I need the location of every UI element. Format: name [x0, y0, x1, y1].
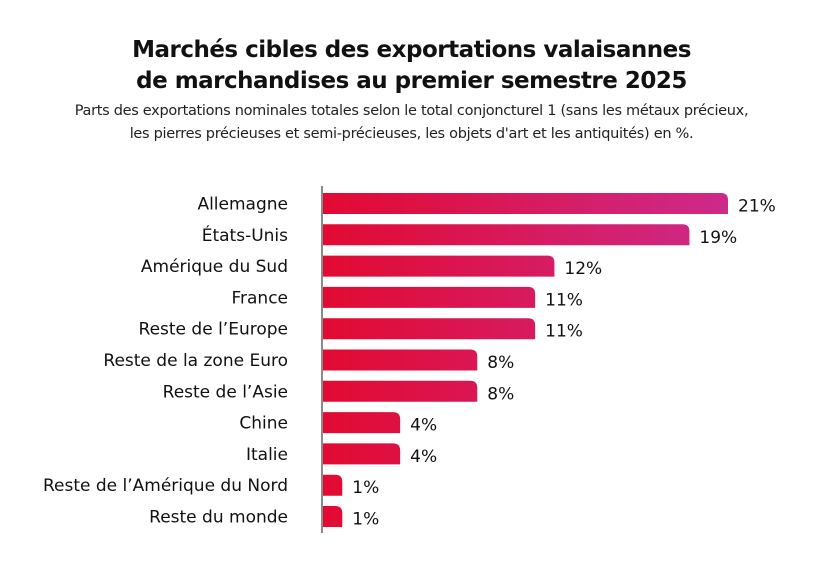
bar	[323, 443, 401, 465]
bar	[323, 380, 478, 402]
category-label: France	[231, 288, 288, 308]
bar	[323, 193, 728, 214]
chart-subtitle-line-2: les pierres précieuses et semi-précieuse…	[129, 126, 694, 142]
bar	[323, 506, 343, 527]
chart-title-line-1: Marchés cibles des exportations valaisan…	[132, 37, 691, 63]
value-label: 4%	[410, 416, 437, 436]
bar	[323, 349, 478, 371]
category-label: Reste de l’Asie	[163, 382, 288, 402]
value-label: 4%	[410, 447, 437, 467]
category-label: Reste de l’Amérique du Nord	[43, 476, 288, 496]
chart-subtitle-line-1: Parts des exportations nominales totales…	[74, 103, 749, 119]
category-label: Reste de l’Europe	[139, 320, 288, 340]
bar	[323, 474, 343, 496]
value-label: 11%	[545, 290, 583, 310]
value-label: 1%	[352, 510, 379, 530]
category-label: Chine	[239, 414, 288, 434]
bar	[323, 318, 536, 340]
category-label: États-Unis	[202, 224, 288, 246]
category-label: Italie	[246, 445, 288, 465]
chart-title-line-2: de marchandises au premier semestre 2025	[136, 68, 687, 94]
category-label: Reste du monde	[149, 508, 288, 528]
category-label: Amérique du Sud	[141, 257, 288, 277]
value-label: 1%	[352, 478, 379, 498]
bar	[323, 286, 536, 308]
value-label: 21%	[738, 197, 776, 217]
category-label: Reste de la zone Euro	[103, 351, 288, 371]
value-label: 8%	[487, 384, 514, 404]
category-label: Allemagne	[197, 195, 288, 215]
value-label: 19%	[699, 228, 737, 248]
bar	[323, 255, 555, 277]
value-label: 12%	[564, 259, 602, 279]
value-label: 11%	[545, 322, 583, 342]
value-label: 8%	[487, 353, 514, 373]
bar	[323, 412, 401, 434]
bar	[323, 224, 690, 246]
